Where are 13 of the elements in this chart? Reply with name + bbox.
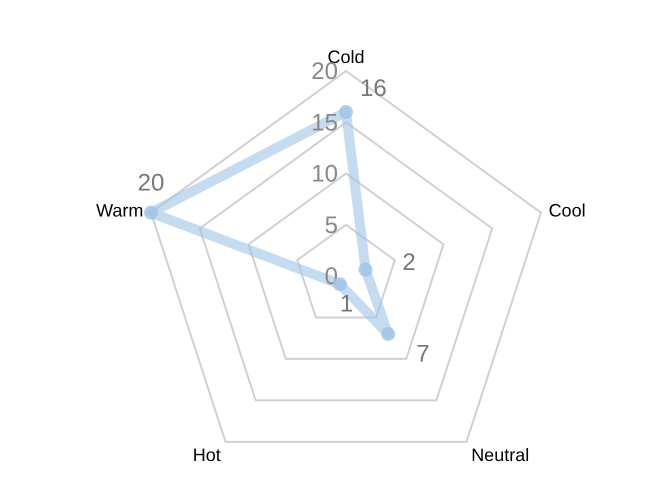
y-tick-label: 0 [324, 263, 338, 290]
y-tick-label: 5 [324, 212, 338, 239]
data-label: 16 [360, 75, 387, 102]
spoke-label: Hot [192, 445, 221, 466]
spoke-label: Warm [96, 200, 144, 221]
data-label: 7 [416, 340, 430, 368]
spoke-label: Neutral [471, 445, 530, 466]
y-tick-label: 10 [311, 160, 338, 188]
spoke-label: Cool [548, 200, 586, 221]
data-label: 1 [340, 290, 354, 318]
data-label: 2 [402, 249, 416, 276]
y-tick-label: 15 [311, 109, 338, 136]
data-label: 20 [138, 170, 164, 197]
